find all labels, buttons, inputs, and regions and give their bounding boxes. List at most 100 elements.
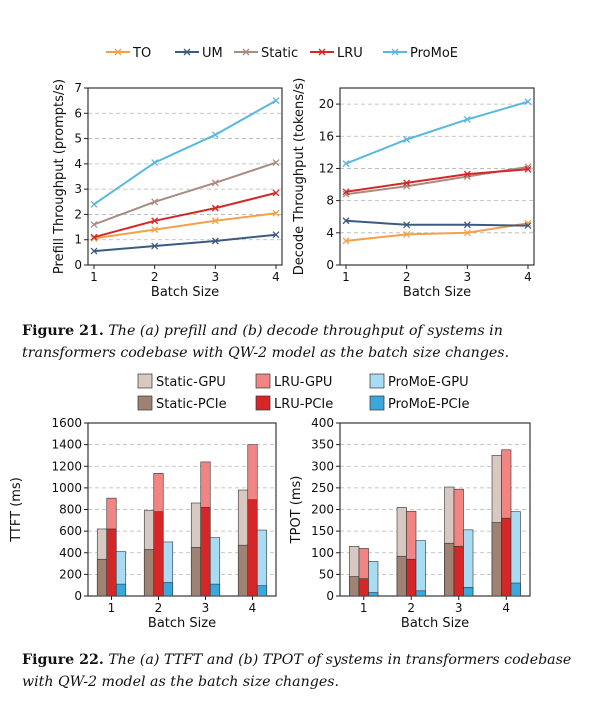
- data-point-um: [211, 237, 219, 245]
- data-point-lru: [524, 165, 532, 173]
- x-tick-label: 2: [155, 601, 163, 615]
- y-tick-label: 0: [326, 589, 334, 603]
- series-line-um: [345, 219, 529, 227]
- y-tick-label: 4: [326, 226, 334, 240]
- x-tick-label: 2: [403, 270, 411, 284]
- series-line-to: [93, 212, 277, 240]
- data-point-um: [90, 247, 98, 255]
- y-tick-label: 6: [74, 106, 82, 120]
- y-tick-label: 0: [326, 258, 334, 272]
- figure-22-label: Figure 22.: [22, 652, 104, 668]
- y-tick-label: 250: [311, 481, 334, 495]
- y-tick-label: 200: [311, 503, 334, 517]
- x-tick-label: 3: [202, 601, 210, 615]
- bar-static-pcie: [190, 547, 202, 597]
- y-tick-label: 800: [59, 503, 82, 517]
- legend-swatch-static-gpu: [137, 373, 153, 389]
- data-point-promoe: [463, 115, 471, 123]
- x-axis-label: Batch Size: [403, 285, 471, 300]
- bar-lru-pcie: [106, 528, 117, 597]
- bar-promoe-gpu: [415, 540, 426, 597]
- x-tick-label: 3: [455, 601, 463, 615]
- x-tick-label: 3: [212, 270, 220, 284]
- ttft-chart: 0 200 400 600 800 1000 1200 1400 1600 Batch Size T…: [9, 416, 277, 631]
- series-line-to: [345, 222, 529, 242]
- bar-static-pcie: [237, 544, 249, 597]
- bar-promoe-gpu: [463, 529, 474, 597]
- bar-legend: Static-GPU LRU-GPU ProMoE-GPU Static-PCIe LR…: [137, 373, 469, 412]
- y-tick-label: 50: [319, 567, 334, 581]
- legend-label-static: Static: [261, 46, 298, 61]
- y-tick-label: 400: [311, 416, 334, 430]
- y-tick-label: 100: [311, 546, 334, 560]
- data-point-to: [403, 230, 411, 238]
- bar-static-pcie: [96, 558, 108, 597]
- legend-swatch-static-pcie: [137, 395, 153, 411]
- x-tick-label: 1: [108, 601, 116, 615]
- y-tick-label: 12: [319, 161, 334, 175]
- y-tick-label: 1600: [51, 416, 82, 430]
- y-tick-label: 600: [59, 524, 82, 538]
- line-legend: TO UM Static LRU ProMoE: [106, 46, 458, 61]
- bar-lru-pcie: [153, 511, 164, 597]
- y-tick-label: 0: [74, 258, 82, 272]
- data-point-promoe: [342, 160, 350, 168]
- y-tick-label: 1200: [51, 459, 82, 473]
- data-point-promoe: [403, 136, 411, 143]
- legend-label-lru-pcie: LRU-PCIe: [274, 397, 333, 412]
- x-tick-label: 4: [272, 270, 280, 284]
- y-tick-label: 8: [326, 194, 334, 208]
- legend-marker-to: [114, 48, 122, 56]
- data-point-promoe: [90, 200, 98, 208]
- bar-lru-pcie: [453, 545, 464, 597]
- plot-frame: [87, 422, 277, 597]
- data-point-static: [90, 221, 98, 229]
- data-point-to: [151, 226, 159, 234]
- x-tick-label: 2: [151, 270, 159, 284]
- legend-marker-lru: [318, 48, 326, 56]
- tpot-chart: 0 50 100 150 200 250 300 350 400 Batch Size TPOT (…: [289, 416, 531, 631]
- y-tick-label: 16: [319, 129, 334, 143]
- y-tick-label: 200: [59, 567, 82, 581]
- figure-21-text: The (a) prefill and (b) decode throughpu…: [22, 323, 510, 361]
- data-point-um: [342, 217, 350, 225]
- figure-22-text: The (a) TTFT and (b) TPOT of systems in …: [22, 652, 572, 690]
- legend-swatch-promoe-pcie: [369, 395, 385, 411]
- plot-frame: [87, 87, 283, 266]
- legend-label-lru-gpu: LRU-GPU: [274, 375, 332, 390]
- y-tick-label: 2: [74, 207, 82, 221]
- bar-lru-pcie: [247, 499, 258, 597]
- data-point-promoe: [211, 131, 219, 139]
- data-point-lru: [90, 233, 98, 241]
- data-point-lru: [151, 217, 159, 225]
- x-tick-label: 4: [249, 601, 257, 615]
- decode-throughput-chart: 0 4 8 12 16 20 Batch Size Decode Throughput (to…: [292, 78, 535, 300]
- legend-label-promoe-gpu: ProMoE-GPU: [388, 375, 469, 390]
- y-tick-label: 20: [319, 97, 334, 111]
- plot-frame: [339, 87, 535, 266]
- legend-swatch-lru-gpu: [255, 373, 271, 389]
- data-point-lru: [403, 179, 411, 187]
- bar-static-pcie: [396, 555, 407, 597]
- x-tick-label: 2: [407, 601, 415, 615]
- legend-label-static-gpu: Static-GPU: [156, 375, 226, 390]
- y-axis-label: Decode Throughput (tokens/s): [292, 78, 307, 276]
- series-line-lru: [93, 191, 277, 239]
- bar-promoe-pcie: [510, 582, 521, 597]
- y-tick-label: 0: [74, 589, 82, 603]
- data-point-to: [342, 237, 350, 245]
- data-point-promoe: [524, 98, 532, 106]
- legend-marker-um: [183, 48, 191, 56]
- data-point-static: [151, 198, 159, 206]
- bar-static-pcie: [143, 549, 155, 597]
- y-tick-label: 1: [74, 233, 82, 247]
- y-tick-label: 400: [59, 546, 82, 560]
- legend-label-lru: LRU: [337, 46, 363, 61]
- y-tick-label: 4: [74, 157, 82, 171]
- x-tick-label: 1: [90, 270, 98, 284]
- series-line-um: [93, 233, 277, 253]
- data-point-lru: [342, 188, 350, 196]
- x-axis-label: Batch Size: [151, 285, 219, 300]
- data-point-to: [463, 229, 471, 237]
- x-axis-label: Batch Size: [148, 616, 216, 631]
